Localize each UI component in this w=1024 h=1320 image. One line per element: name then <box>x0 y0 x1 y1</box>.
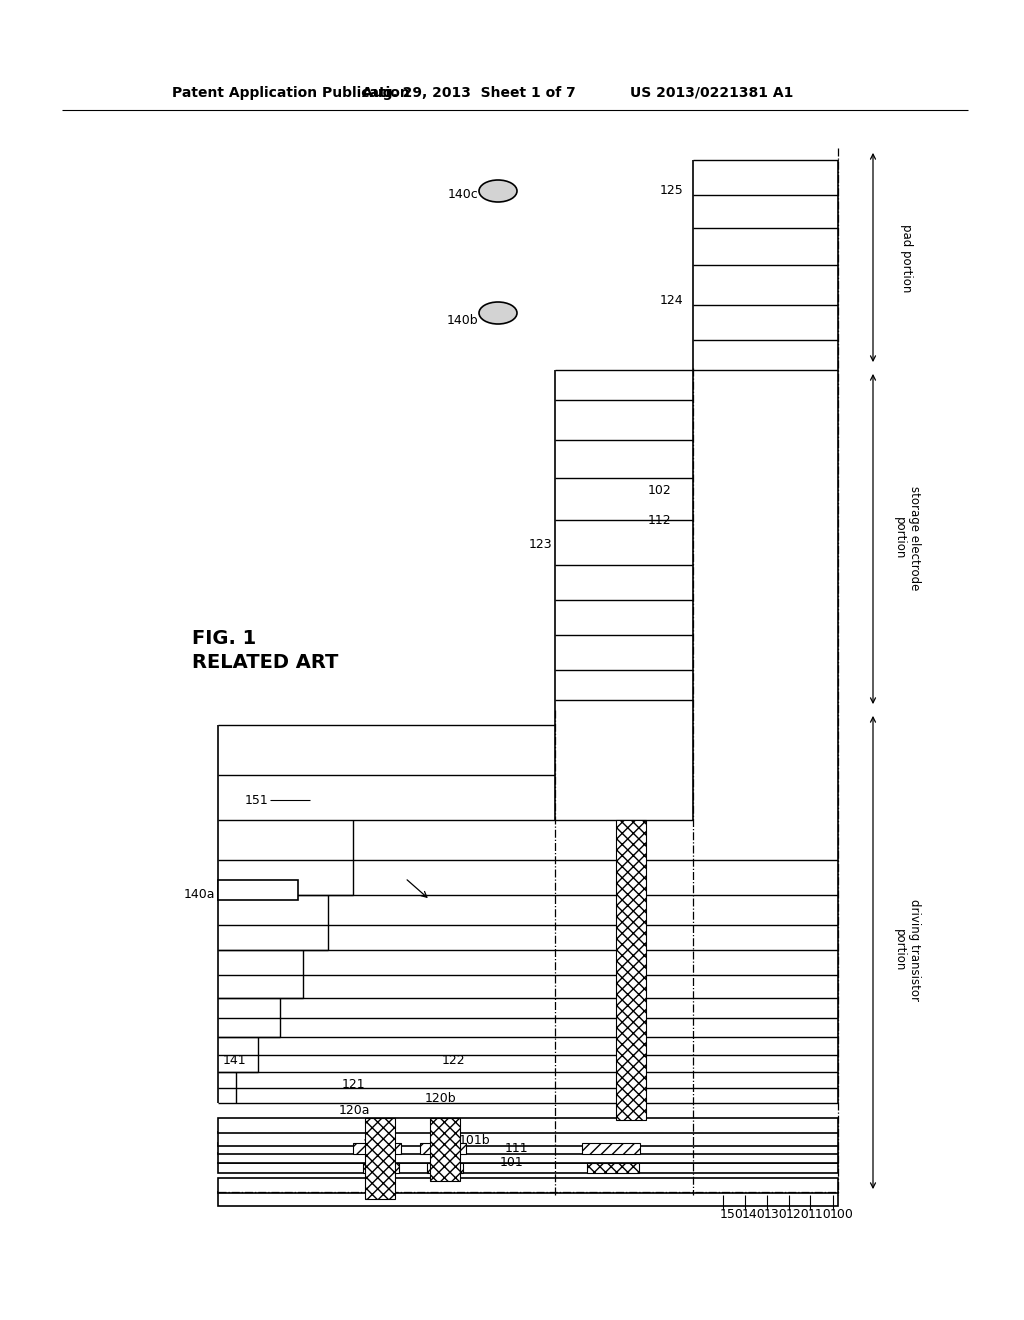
Bar <box>218 1192 838 1206</box>
Text: FIG. 1: FIG. 1 <box>193 628 256 648</box>
Bar <box>218 880 298 900</box>
Text: storage electrode
portion: storage electrode portion <box>893 486 921 590</box>
Text: Aug. 29, 2013  Sheet 1 of 7: Aug. 29, 2013 Sheet 1 of 7 <box>362 86 575 100</box>
Text: 141: 141 <box>223 1053 247 1067</box>
Bar <box>218 1177 838 1193</box>
Text: 112: 112 <box>648 513 672 527</box>
Text: 140a: 140a <box>183 888 215 902</box>
Text: 120: 120 <box>786 1209 810 1221</box>
Text: 121: 121 <box>341 1078 365 1092</box>
Bar <box>430 1118 460 1181</box>
Text: 101: 101 <box>500 1156 523 1170</box>
Text: pad portion: pad portion <box>900 224 913 292</box>
Text: 120a: 120a <box>338 1104 370 1117</box>
Text: 123: 123 <box>528 539 552 552</box>
Bar <box>218 1152 838 1163</box>
Text: Patent Application Publication: Patent Application Publication <box>172 86 410 100</box>
Text: 101b: 101b <box>459 1134 490 1147</box>
Text: US 2013/0221381 A1: US 2013/0221381 A1 <box>630 86 794 100</box>
Bar <box>582 1143 640 1154</box>
Bar <box>427 1163 463 1173</box>
Text: 150: 150 <box>720 1209 743 1221</box>
Text: 101a: 101a <box>362 1138 394 1151</box>
Bar <box>420 1143 466 1154</box>
Bar <box>362 1163 399 1173</box>
Text: driving transistor
portion: driving transistor portion <box>893 899 921 1001</box>
Bar <box>616 820 646 1119</box>
Bar <box>218 1118 838 1133</box>
Text: 110: 110 <box>808 1209 831 1221</box>
Text: 125: 125 <box>660 183 684 197</box>
Bar <box>218 1143 838 1154</box>
Bar <box>587 1163 639 1173</box>
Ellipse shape <box>479 180 517 202</box>
Text: 130: 130 <box>764 1209 787 1221</box>
Bar <box>353 1143 401 1154</box>
Bar <box>365 1118 395 1199</box>
Text: 140b: 140b <box>446 314 478 326</box>
Text: 100: 100 <box>830 1209 854 1221</box>
Text: 120b: 120b <box>424 1092 456 1105</box>
Bar <box>218 1133 838 1146</box>
Text: 124: 124 <box>660 293 684 306</box>
Text: 122: 122 <box>441 1053 465 1067</box>
Text: 151: 151 <box>245 793 268 807</box>
Text: 140: 140 <box>742 1209 766 1221</box>
Text: RELATED ART: RELATED ART <box>193 652 338 672</box>
Text: 140c: 140c <box>447 189 478 202</box>
Ellipse shape <box>479 302 517 323</box>
Bar <box>218 1163 838 1173</box>
Text: 102: 102 <box>648 483 672 496</box>
Text: 111: 111 <box>505 1142 528 1155</box>
